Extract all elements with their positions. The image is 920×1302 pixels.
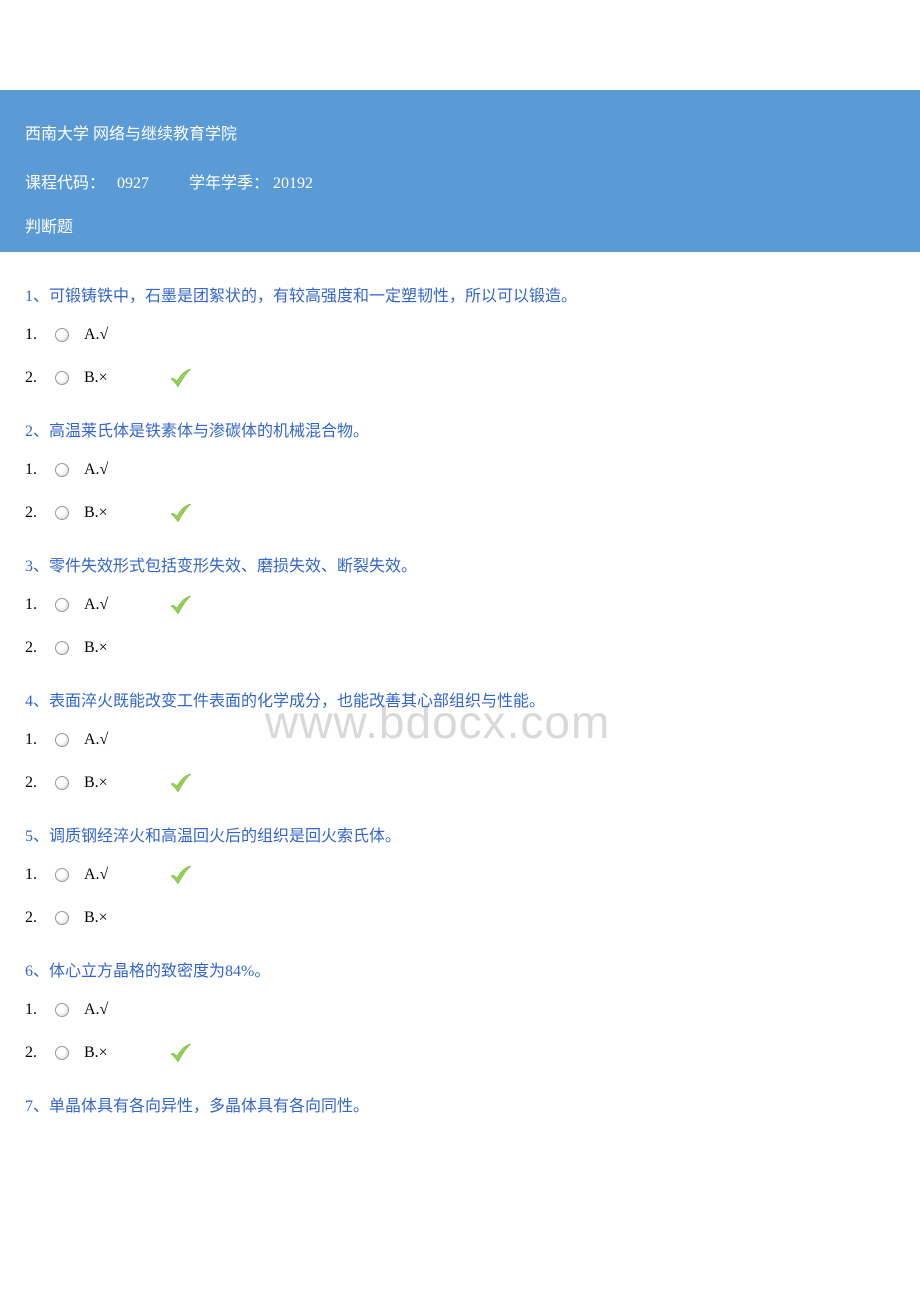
option-label-true: A.√ (84, 461, 144, 479)
option-label-false: B.× (84, 504, 144, 522)
radio-button[interactable] (55, 776, 69, 790)
course-info: 课程代码： 0927 学年学季： 20192 (25, 169, 895, 193)
option-number: 2. (25, 639, 55, 657)
radio-button[interactable] (55, 868, 69, 882)
checkmark-icon (169, 863, 193, 887)
page-header: 西南大学 网络与继续教育学院 课程代码： 0927 学年学季： 20192 判断… (0, 90, 920, 252)
option-label-true: A.√ (84, 596, 144, 614)
question-text: 1、可锻铸铁中，石墨是团絮状的，有较高强度和一定塑韧性，所以可以锻造。 (25, 282, 895, 306)
option-row-b: 2. B.× (25, 1039, 895, 1067)
option-label-true: A.√ (84, 326, 144, 344)
course-code-label: 课程代码： (25, 175, 105, 192)
radio-button[interactable] (55, 371, 69, 385)
question-block: 6、体心立方晶格的致密度为84%。 1. A.√ 2. B.× (25, 957, 895, 1067)
radio-button[interactable] (55, 641, 69, 655)
checkmark-icon (169, 593, 193, 617)
option-row-b: 2. B.× (25, 364, 895, 392)
institution-name: 西南大学 网络与继续教育学院 (25, 120, 895, 144)
option-number: 1. (25, 326, 55, 344)
radio-button[interactable] (55, 463, 69, 477)
radio-button[interactable] (55, 733, 69, 747)
questions-container: 1、可锻铸铁中，石墨是团絮状的，有较高强度和一定塑韧性，所以可以锻造。 1. A.√… (0, 252, 920, 1171)
option-row-b: 2. B.× (25, 769, 895, 797)
question-text: 4、表面淬火既能改变工件表面的化学成分，也能改善其心部组织与性能。 (25, 687, 895, 711)
option-number: 1. (25, 866, 55, 884)
option-label-false: B.× (84, 639, 144, 657)
option-number: 2. (25, 504, 55, 522)
question-block: 1、可锻铸铁中，石墨是团絮状的，有较高强度和一定塑韧性，所以可以锻造。 1. A.√… (25, 282, 895, 392)
option-row-a: 1. A.√ (25, 996, 895, 1024)
option-number: 1. (25, 596, 55, 614)
option-number: 2. (25, 774, 55, 792)
course-code: 0927 (117, 175, 149, 192)
option-row-b: 2. B.× (25, 904, 895, 932)
semester: 20192 (273, 175, 313, 192)
option-label-true: A.√ (84, 731, 144, 749)
radio-button[interactable] (55, 328, 69, 342)
question-text: 5、调质钢经淬火和高温回火后的组织是回火索氏体。 (25, 822, 895, 846)
option-row-a: 1. A.√ (25, 861, 895, 889)
question-block: 3、零件失效形式包括变形失效、磨损失效、断裂失效。 1. A.√ 2. B.× (25, 552, 895, 662)
option-label-true: A.√ (84, 866, 144, 884)
option-row-a: 1. A.√ (25, 321, 895, 349)
option-number: 1. (25, 1001, 55, 1019)
question-text: 6、体心立方晶格的致密度为84%。 (25, 957, 895, 981)
checkmark-icon (169, 1041, 193, 1065)
checkmark-icon (169, 366, 193, 390)
radio-button[interactable] (55, 911, 69, 925)
question-text: 3、零件失效形式包括变形失效、磨损失效、断裂失效。 (25, 552, 895, 576)
option-number: 2. (25, 369, 55, 387)
question-block: 7、单晶体具有各向异性，多晶体具有各向同性。 (25, 1092, 895, 1116)
question-block: 5、调质钢经淬火和高温回火后的组织是回火索氏体。 1. A.√ 2. B.× (25, 822, 895, 932)
option-row-a: 1. A.√ (25, 591, 895, 619)
question-block: 2、高温莱氏体是铁素体与渗碳体的机械混合物。 1. A.√ 2. B.× (25, 417, 895, 527)
option-number: 2. (25, 1044, 55, 1062)
checkmark-icon (169, 501, 193, 525)
option-number: 2. (25, 909, 55, 927)
option-row-b: 2. B.× (25, 634, 895, 662)
option-row-b: 2. B.× (25, 499, 895, 527)
radio-button[interactable] (55, 1003, 69, 1017)
question-text: 7、单晶体具有各向异性，多晶体具有各向同性。 (25, 1092, 895, 1116)
option-row-a: 1. A.√ (25, 726, 895, 754)
option-label-false: B.× (84, 909, 144, 927)
question-block: 4、表面淬火既能改变工件表面的化学成分，也能改善其心部组织与性能。 1. A.√ 2.… (25, 687, 895, 797)
option-label-false: B.× (84, 1044, 144, 1062)
option-number: 1. (25, 731, 55, 749)
section-title: 判断题 (25, 213, 895, 237)
option-label-false: B.× (84, 774, 144, 792)
question-text: 2、高温莱氏体是铁素体与渗碳体的机械混合物。 (25, 417, 895, 441)
radio-button[interactable] (55, 598, 69, 612)
semester-label: 学年学季： (189, 175, 269, 192)
option-row-a: 1. A.√ (25, 456, 895, 484)
radio-button[interactable] (55, 1046, 69, 1060)
option-label-true: A.√ (84, 1001, 144, 1019)
radio-button[interactable] (55, 506, 69, 520)
option-number: 1. (25, 461, 55, 479)
checkmark-icon (169, 771, 193, 795)
option-label-false: B.× (84, 369, 144, 387)
